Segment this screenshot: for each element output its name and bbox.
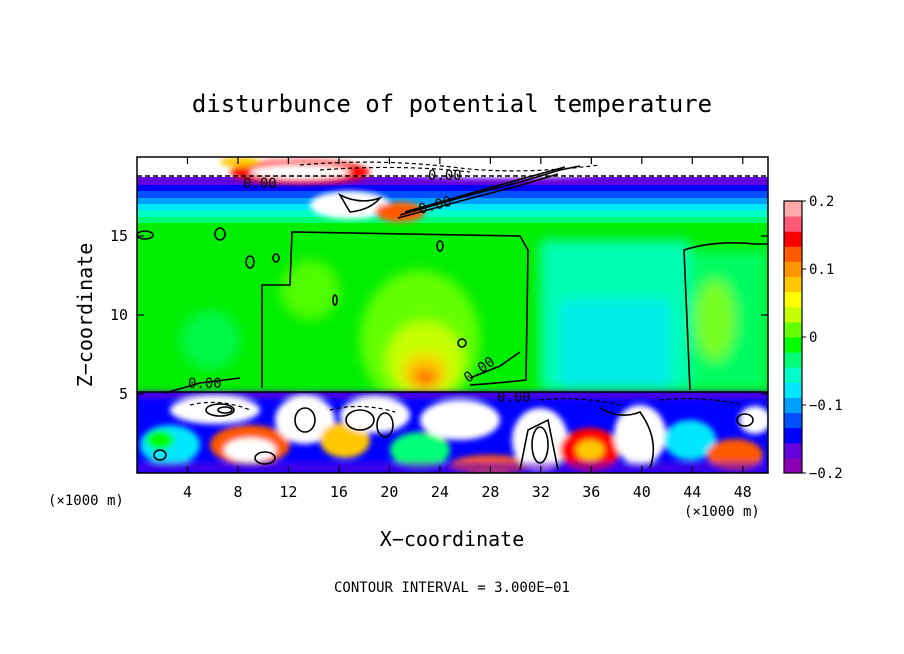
plot-area [137,157,768,473]
x-axis-label: X−coordinate [380,527,525,551]
colorbar-swatch [784,231,802,247]
x-tick-label: 48 [734,483,752,501]
x-tick-label: 12 [279,483,297,501]
colorbar-swatch [784,397,802,414]
contour-label: 0.00 [428,168,462,184]
colorbar-tick-label: 0.2 [809,194,834,210]
y-tick-label: 10 [110,306,128,324]
colorbar-swatch [784,367,802,383]
chart-title: disturbunce of potential temperature [192,90,712,118]
x-tick-label: 44 [683,483,701,501]
x-tick-label: 4 [183,483,192,501]
x-axis-ticks: 4 8 12 16 20 24 28 32 36 40 44 48 [183,157,752,501]
top-layer-shading [137,157,768,223]
x-tick-label: 24 [431,483,449,501]
colorbar-tick-label: −0.2 [809,466,843,482]
bottom-layer-shading [137,392,768,473]
y-axis-ticks: 5 10 15 [110,227,768,403]
y-tick-label: 5 [119,385,128,403]
colorbar-swatch [784,352,802,368]
colorbar: 0.2 0.1 0 −0.1 −0.2 [783,194,843,482]
y-tick-label: 15 [110,227,128,245]
colorbar-swatch [784,291,802,308]
colorbar-swatch [784,306,802,323]
x-tick-label: 28 [481,483,499,501]
colorbar-swatch [784,276,802,293]
colorbar-tick-label: 0 [809,330,817,346]
x-tick-label: 32 [532,483,550,501]
x-tick-label: 40 [633,483,651,501]
mid-layer-shading [180,240,768,410]
contour-interval-note: CONTOUR INTERVAL = 3.000E−01 [334,580,570,596]
colorbar-swatch [784,457,802,474]
colorbar-tick-label: −0.1 [809,398,843,414]
x-unit-left: (×1000 m) [48,493,124,509]
colorbar-swatch [784,442,802,459]
colorbar-swatch [784,261,802,278]
colorbar-swatch [784,412,802,429]
colorbar-swatch [784,382,802,398]
colorbar-swatch [784,337,802,353]
x-tick-label: 16 [330,483,348,501]
colorbar-swatch [784,201,802,217]
y-axis-label: Z−coordinate [73,243,97,388]
x-unit-right: (×1000 m) [684,504,760,520]
colorbar-tick-label: 0.1 [809,262,834,278]
contour-label: 0.00 [243,176,277,192]
x-tick-label: 20 [380,483,398,501]
x-tick-label: 36 [582,483,600,501]
contour-lines-dashed [189,161,741,413]
colorbar-swatch [784,246,802,262]
colorbar-swatch [784,321,802,338]
x-tick-label: 8 [233,483,242,501]
colorbar-swatch [784,216,802,232]
colorbar-swatch [784,427,802,444]
contour-label: 0.00 [497,390,531,406]
contour-label: 0.00 [188,376,222,392]
